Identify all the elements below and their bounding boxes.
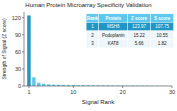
table-row-text: 2 [91,33,94,38]
x-tick-label: 30 [169,89,175,95]
table-row-cell [128,31,151,40]
table-row-text: 107.75 [155,24,169,29]
y-tick [22,68,24,69]
table-row-cell [151,22,174,31]
table-header-cell [86,14,99,23]
table-header-text: Z score [131,16,148,21]
y-axis-label: Strength of Signal (Z score) [1,18,7,79]
table-header-text: Protein [105,16,121,21]
table-row-cell [128,39,151,48]
table-header-cell [99,14,128,23]
y-tick-label: 120 [12,15,21,21]
table-row-cell [151,31,174,40]
table: Rank Protein Z score S score 1 MSH6 123.97 107.… [86,14,173,48]
table-row-text: MSH6 [107,24,120,29]
table-row-text: 10.55 [156,33,168,38]
y-tick [22,86,24,87]
table-row-cell [128,22,151,31]
bar [32,77,35,86]
table-header-cell [128,14,151,23]
table-row-cell [86,39,99,48]
table-row-cell [99,31,128,40]
y-tick [22,17,24,18]
table-header-cell [151,14,174,23]
x-axis-label: Signal Rank [82,99,115,105]
y-tick-label: 30 [15,66,21,72]
y-tick-label: 90 [15,32,21,38]
y-tick [22,34,24,35]
table-row-cell [151,39,174,48]
table-row-text: 3 [91,41,94,46]
table-row-text: Podoplanin [102,33,125,38]
chart: Human Protein Microarray Specificity Val… [0,0,177,111]
table-row-text: 15.22 [133,33,145,38]
table-row-text: 123.97 [132,24,146,29]
table-row-cell [99,22,128,31]
bar [37,83,40,86]
table-row-cell [86,31,99,40]
x-tick-label: 10 [70,89,76,95]
bar [27,15,30,86]
y-tick [22,51,24,52]
x-axis-line [24,86,172,87]
bars [27,15,172,86]
table-row-text: 1 [91,24,94,29]
table-header-text: Rank [87,16,99,21]
x-tick-label: 1 [27,89,30,95]
table-header-text: S score [154,16,171,21]
title: Human Protein Microarray Specificity Val… [25,2,151,8]
x-tick-label: 20 [120,89,126,95]
table-row-text: 5.66 [135,41,144,46]
bar [42,84,45,86]
table-row-cell [86,22,99,31]
table-row-text: 1.82 [158,41,167,46]
y-axis-line [24,12,25,86]
table-row-text: KAT8 [108,41,119,46]
y-tick-label: 0 [18,83,21,89]
table-row-cell [99,39,128,48]
y-tick-label: 60 [15,49,21,55]
